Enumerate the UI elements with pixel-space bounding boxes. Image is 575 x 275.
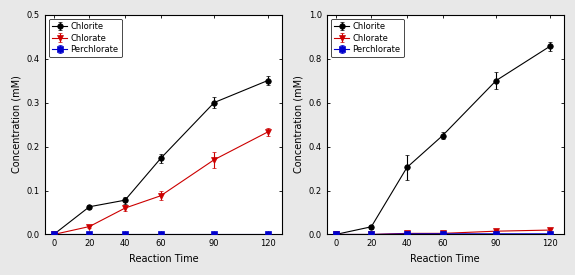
Legend: Chlorite, Chlorate, Perchlorate: Chlorite, Chlorate, Perchlorate (49, 19, 122, 57)
Y-axis label: Concentration (mM): Concentration (mM) (11, 76, 21, 174)
Legend: Chlorite, Chlorate, Perchlorate: Chlorite, Chlorate, Perchlorate (331, 19, 404, 57)
X-axis label: Reaction Time: Reaction Time (411, 254, 480, 264)
X-axis label: Reaction Time: Reaction Time (129, 254, 198, 264)
Y-axis label: Concentration (mM): Concentration (mM) (293, 76, 303, 174)
